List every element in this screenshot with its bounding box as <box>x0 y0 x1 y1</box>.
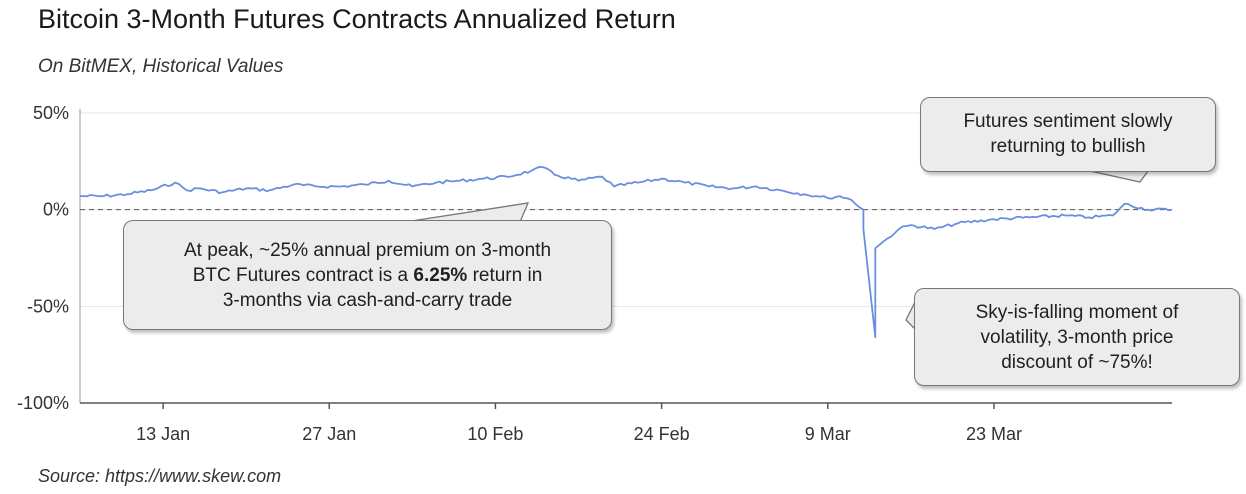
annotation-bullish-line2: returning to bullish <box>990 136 1146 157</box>
x-tick-label-0: 13 Jan <box>136 424 190 444</box>
y-tick-label-3: -100% <box>17 393 69 413</box>
x-tick-label-2: 10 Feb <box>467 424 523 444</box>
annotation-volatility-line3: discount of ~75%! <box>1001 352 1153 373</box>
annotation-peak-line3: 3-months via cash-and-carry trade <box>222 290 513 311</box>
x-tick-label-4: 9 Mar <box>805 424 851 444</box>
annotation-peak: At peak, ~25% annual premium on 3-month … <box>123 220 612 330</box>
x-tick-label-3: 24 Feb <box>634 424 690 444</box>
annotation-peak-line1: At peak, ~25% annual premium on 3-month <box>183 240 552 261</box>
annotation-bullish: Futures sentiment slowly returning to bu… <box>920 97 1216 172</box>
annotation-peak-line2: BTC Futures contract is a 6.25% return i… <box>124 263 611 288</box>
y-tick-label-2: -50% <box>27 296 69 316</box>
annotation-peak-line2a: BTC Futures contract is a <box>192 265 409 286</box>
chart-subtitle: On BitMEX, Historical Values <box>38 56 284 77</box>
annotation-volatility-line1: Sky-is-falling moment of <box>975 302 1179 323</box>
x-tick-label-5: 23 Mar <box>966 424 1022 444</box>
annotation-volatility: Sky-is-falling moment of volatility, 3-m… <box>914 288 1240 386</box>
annotation-volatility-line2: volatility, 3-month price <box>980 327 1174 348</box>
series-line-0 <box>80 166 1173 339</box>
annotation-peak-line2b: return in <box>472 265 543 286</box>
annotation-bullish-pointer <box>1089 170 1150 183</box>
y-tick-label-1: 0% <box>43 200 69 220</box>
chart-source: Source: https://www.skew.com <box>38 466 282 486</box>
annotation-bullish-line1: Futures sentiment slowly <box>963 111 1173 132</box>
annotation-peak-highlight: 6.25% <box>413 265 468 286</box>
x-tick-label-1: 27 Jan <box>302 424 356 444</box>
y-tick-label-0: 50% <box>33 103 69 123</box>
chart-title: Bitcoin 3-Month Futures Contracts Annual… <box>38 4 676 34</box>
